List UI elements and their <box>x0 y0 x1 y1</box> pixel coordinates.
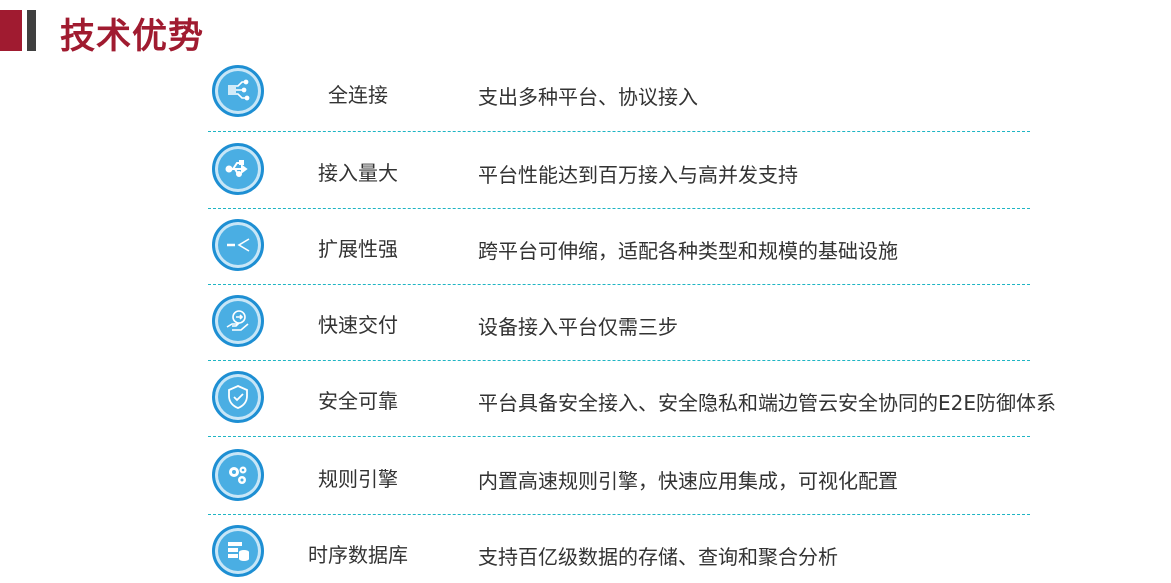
feature-name: 安全可靠 <box>318 389 398 413</box>
feature-name: 全连接 <box>328 83 388 107</box>
feature-name: 规则引擎 <box>318 467 398 491</box>
feature-row: 接入量大 平台性能达到百万接入与高并发支持 <box>208 141 1108 201</box>
title-accent-bar <box>0 10 22 51</box>
usb-icon <box>212 143 264 195</box>
feature-description: 支出多种平台、协议接入 <box>478 85 698 109</box>
row-divider <box>208 208 1030 209</box>
row-divider <box>208 514 1030 515</box>
feature-row: 安全可靠 平台具备安全接入、安全隐私和端边管云安全协同的E2E防御体系 <box>208 369 1108 429</box>
feature-row: 全连接 支出多种平台、协议接入 <box>208 63 1108 123</box>
expand-icon <box>212 219 264 271</box>
gears-icon <box>212 449 264 501</box>
row-divider <box>208 131 1030 132</box>
feature-name: 时序数据库 <box>308 543 408 567</box>
feature-row: 扩展性强 跨平台可伸缩，适配各种类型和规模的基础设施 <box>208 217 1108 277</box>
feature-name: 接入量大 <box>318 161 398 185</box>
feature-description: 跨平台可伸缩，适配各种类型和规模的基础设施 <box>478 239 898 263</box>
feature-description: 平台性能达到百万接入与高并发支持 <box>478 163 798 187</box>
hand-delivery-icon <box>212 295 264 347</box>
feature-name: 扩展性强 <box>318 237 398 261</box>
shield-check-icon <box>212 371 264 423</box>
feature-row: 快速交付 设备接入平台仅需三步 <box>208 293 1108 353</box>
feature-description: 平台具备安全接入、安全隐私和端边管云安全协同的E2E防御体系 <box>478 391 1056 415</box>
page-title: 技术优势 <box>60 17 205 57</box>
feature-row: 规则引擎 内置高速规则引擎，快速应用集成，可视化配置 <box>208 447 1108 507</box>
row-divider <box>208 284 1030 285</box>
circuit-icon <box>212 65 264 117</box>
row-divider <box>208 436 1030 437</box>
feature-description: 设备接入平台仅需三步 <box>478 315 678 339</box>
row-divider <box>208 360 1030 361</box>
feature-description: 支持百亿级数据的存储、查询和聚合分析 <box>478 545 838 569</box>
title-accent-bar-dark <box>27 10 36 51</box>
feature-name: 快速交付 <box>318 313 398 337</box>
database-icon <box>212 525 264 577</box>
feature-row: 时序数据库 支持百亿级数据的存储、查询和聚合分析 <box>208 523 1108 583</box>
feature-description: 内置高速规则引擎，快速应用集成，可视化配置 <box>478 469 898 493</box>
